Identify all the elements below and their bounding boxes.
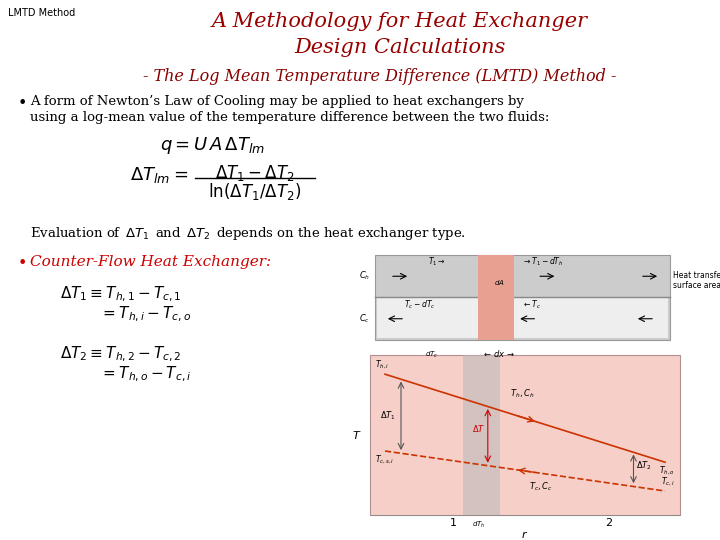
Bar [370, 355, 680, 515]
Text: $T_{c,s,i}$: $T_{c,s,i}$ [375, 454, 395, 466]
Text: $q = U\,A\,\Delta T_{lm}$: $q = U\,A\,\Delta T_{lm}$ [160, 135, 265, 156]
Text: A Methodology for Heat Exchanger: A Methodology for Heat Exchanger [212, 12, 588, 31]
Text: $C_h$: $C_h$ [359, 270, 370, 282]
Text: $\Delta T_2 \equiv T_{h,2} - T_{c,2}$: $\Delta T_2 \equiv T_{h,2} - T_{c,2}$ [60, 345, 181, 364]
Text: $\Delta T_2$: $\Delta T_2$ [636, 460, 652, 472]
Text: $= T_{h,o} - T_{c,i}$: $= T_{h,o} - T_{c,i}$ [100, 365, 192, 384]
Bar [375, 255, 670, 340]
Text: •: • [18, 95, 27, 112]
Text: •: • [18, 255, 27, 272]
Text: $r$: $r$ [521, 529, 528, 540]
Text: $T_{c,i}$: $T_{c,i}$ [661, 476, 675, 488]
Text: $T_c, C_c$: $T_c, C_c$ [528, 480, 552, 492]
Text: $dA$: $dA$ [493, 278, 504, 287]
Text: $T_1 \rightarrow$: $T_1 \rightarrow$ [428, 256, 446, 268]
Text: Counter-Flow Heat Exchanger:: Counter-Flow Heat Exchanger: [30, 255, 271, 269]
Text: $= T_{h,i} - T_{c,o}$: $= T_{h,i} - T_{c,o}$ [100, 305, 191, 325]
Text: $T_c - dT_c$: $T_c - dT_c$ [405, 298, 436, 310]
Text: $\Delta T_1$: $\Delta T_1$ [380, 409, 396, 422]
Text: $\leftarrow T_c$: $\leftarrow T_c$ [523, 298, 541, 310]
Text: LMTD Method: LMTD Method [8, 8, 76, 18]
Text: - The Log Mean Temperature Difference (LMTD) Method -: - The Log Mean Temperature Difference (L… [143, 68, 617, 85]
Text: $dT_c$: $dT_c$ [426, 350, 438, 360]
Text: $\Delta T_1 \equiv T_{h,1} - T_{c,1}$: $\Delta T_1 \equiv T_{h,1} - T_{c,1}$ [60, 285, 181, 305]
Text: $\Delta T_{lm} = $: $\Delta T_{lm} = $ [130, 165, 188, 185]
Text: 1: 1 [450, 518, 457, 528]
Text: $\ln(\Delta T_1 / \Delta T_2)$: $\ln(\Delta T_1 / \Delta T_2)$ [208, 181, 302, 202]
Text: Heat transfer
surface area: Heat transfer surface area [673, 271, 720, 290]
Text: A form of Newton’s Law of Cooling may be applied to heat exchangers by: A form of Newton’s Law of Cooling may be… [30, 95, 524, 108]
Text: $T$: $T$ [353, 429, 362, 441]
Text: $\rightarrow T_1 - dT_h$: $\rightarrow T_1 - dT_h$ [523, 256, 564, 268]
Text: $T_h, C_h$: $T_h, C_h$ [510, 388, 534, 400]
Text: 2: 2 [605, 518, 612, 528]
Text: $\Delta T_1 - \Delta T_2$: $\Delta T_1 - \Delta T_2$ [215, 163, 294, 183]
Bar [463, 355, 500, 515]
Text: Evaluation of $\,\Delta T_1\,$ and $\,\Delta T_2\,$ depends on the heat exchange: Evaluation of $\,\Delta T_1\,$ and $\,\D… [30, 225, 466, 242]
Text: Design Calculations: Design Calculations [294, 38, 505, 57]
Text: $T_{h,o}$: $T_{h,o}$ [660, 465, 675, 477]
Bar [377, 298, 668, 338]
Text: $\Delta T$: $\Delta T$ [472, 423, 486, 434]
Text: $\leftarrow\, dx\, \rightarrow$: $\leftarrow\, dx\, \rightarrow$ [482, 348, 516, 359]
Text: using a log-mean value of the temperature difference between the two fluids:: using a log-mean value of the temperatur… [30, 111, 549, 124]
Bar [478, 255, 513, 340]
Text: $T_{h,i}$: $T_{h,i}$ [375, 359, 390, 371]
Text: $C_c$: $C_c$ [359, 313, 370, 325]
Text: $dT_h$: $dT_h$ [472, 520, 485, 530]
